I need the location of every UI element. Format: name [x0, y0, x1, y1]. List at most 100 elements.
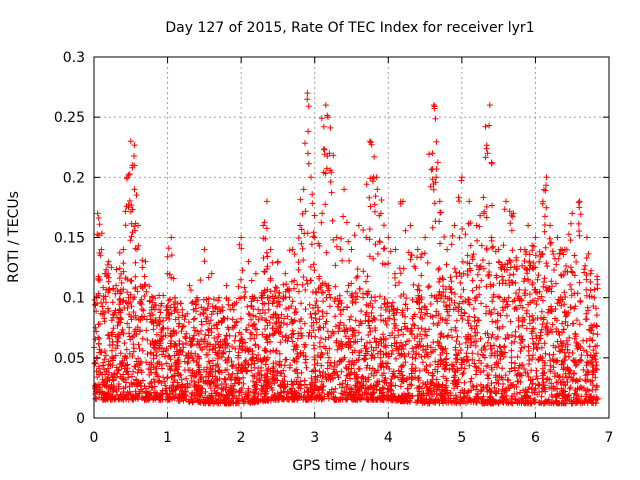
data-point	[116, 249, 123, 256]
data-point	[310, 342, 317, 349]
data-point	[122, 384, 129, 391]
data-point	[433, 138, 440, 145]
data-point	[208, 398, 215, 405]
data-point	[135, 222, 142, 229]
data-point	[458, 273, 465, 280]
data-point	[330, 389, 337, 396]
data-point	[539, 382, 546, 389]
data-point	[147, 380, 154, 387]
data-point	[231, 380, 238, 387]
data-point	[333, 339, 340, 346]
data-point	[126, 311, 133, 318]
data-point	[306, 301, 313, 308]
data-point	[590, 397, 596, 404]
data-point	[101, 366, 108, 373]
data-point	[255, 316, 262, 323]
data-point	[586, 343, 593, 350]
data-point	[531, 341, 538, 348]
data-point	[409, 361, 416, 368]
data-point	[313, 289, 320, 296]
data-point	[582, 262, 589, 269]
data-point	[543, 182, 549, 189]
data-point	[470, 305, 477, 312]
data-point	[437, 240, 443, 247]
data-point	[409, 354, 416, 361]
data-point	[519, 398, 526, 404]
data-point	[359, 373, 366, 380]
data-point	[324, 328, 331, 335]
data-point	[151, 340, 158, 347]
data-point	[554, 390, 561, 397]
data-point	[282, 270, 289, 277]
x-axis-label: GPS time / hours	[292, 458, 409, 474]
data-point	[429, 176, 436, 183]
data-point	[274, 299, 281, 306]
data-point	[114, 287, 121, 294]
data-point	[155, 319, 162, 326]
data-point	[472, 371, 479, 378]
data-point	[263, 333, 270, 340]
data-point	[381, 222, 387, 229]
data-point	[544, 320, 551, 327]
data-point	[167, 333, 174, 340]
data-point	[262, 378, 269, 385]
data-point	[215, 341, 222, 348]
data-point	[260, 255, 267, 261]
data-point	[593, 322, 600, 329]
data-point	[562, 294, 569, 300]
data-point	[437, 209, 444, 216]
data-point	[493, 274, 500, 281]
data-point	[583, 337, 590, 344]
data-point	[231, 301, 238, 307]
x-tick-label: 2	[237, 430, 246, 446]
data-point	[467, 267, 474, 274]
data-point	[573, 339, 580, 346]
data-point	[163, 304, 170, 311]
data-point	[127, 138, 134, 145]
data-point	[284, 389, 291, 396]
data-point	[452, 324, 459, 331]
data-point	[443, 261, 450, 268]
data-point	[578, 352, 585, 359]
data-point	[576, 321, 583, 328]
data-point	[498, 374, 505, 381]
data-point	[302, 208, 309, 215]
data-point	[289, 338, 296, 345]
data-point	[483, 310, 489, 317]
data-point	[457, 347, 464, 353]
data-point	[518, 336, 525, 343]
data-point	[465, 220, 472, 227]
data-point	[499, 280, 506, 287]
data-point	[183, 340, 190, 347]
data-point	[269, 325, 276, 332]
data-point	[399, 309, 406, 316]
data-point	[337, 311, 344, 318]
data-point	[338, 368, 345, 375]
data-point	[252, 341, 259, 348]
data-point	[508, 279, 515, 285]
data-point	[477, 212, 484, 219]
data-point	[301, 381, 308, 388]
data-point	[409, 345, 416, 352]
data-point	[152, 394, 159, 401]
data-point	[500, 344, 507, 351]
data-point	[569, 400, 576, 407]
data-point	[318, 282, 324, 289]
data-point	[386, 308, 393, 315]
data-point	[103, 266, 110, 273]
data-point	[307, 277, 314, 284]
data-point	[378, 304, 385, 311]
data-point	[541, 314, 547, 321]
data-point	[547, 222, 554, 229]
data-point	[366, 339, 373, 346]
data-point	[111, 309, 118, 316]
data-point	[159, 336, 166, 343]
data-point	[142, 258, 149, 265]
data-point	[232, 376, 239, 383]
data-point	[539, 200, 546, 207]
data-point	[348, 280, 355, 287]
data-point	[110, 377, 117, 384]
data-point	[267, 397, 274, 404]
data-point	[122, 208, 129, 215]
data-point	[224, 315, 231, 322]
